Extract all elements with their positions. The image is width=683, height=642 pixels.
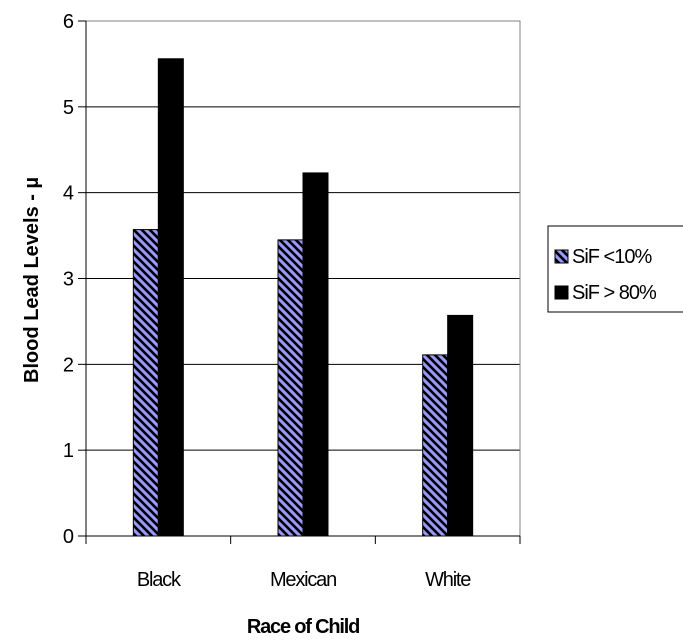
y-tick-label: 0 [63,526,74,548]
bar-black-sif-10 [132,229,159,537]
y-tick-labels: 0 1 2 3 4 5 6 [63,11,74,548]
axes [78,20,521,544]
legend-box [547,225,683,313]
x-tick-label: Black [137,569,182,591]
y-tick-label: 4 [63,183,74,205]
legend-label-sif-high: SiF > 80% [572,282,657,304]
x-axis-title: Race of Child [247,616,359,638]
bar-black-sif-80 [157,58,184,537]
bar-white-sif-10 [422,354,449,537]
x-tick-label: White [425,569,471,591]
y-axis-title: Blood Lead Levels - µ [21,177,43,383]
bars [132,58,474,537]
y-tick-label: 6 [63,11,74,33]
x-tick-label: Mexican [270,569,336,591]
y-tick-label: 2 [63,354,74,376]
y-tick-label: 1 [63,440,74,462]
y-tick-label: 3 [63,269,74,291]
bar-white-sif-80 [447,314,474,537]
bar-mexican-sif-10 [277,239,304,537]
legend-swatch-sif-high [554,285,569,300]
legend-label-sif-low: SiF <10% [572,246,652,268]
y-tick-label: 5 [63,97,74,119]
bar-mexican-sif-80 [302,172,329,537]
legend: SiF <10% SiF > 80% [547,225,683,313]
x-tick-labels: Black Mexican White [137,569,473,591]
legend-swatch-sif-low [554,249,569,264]
